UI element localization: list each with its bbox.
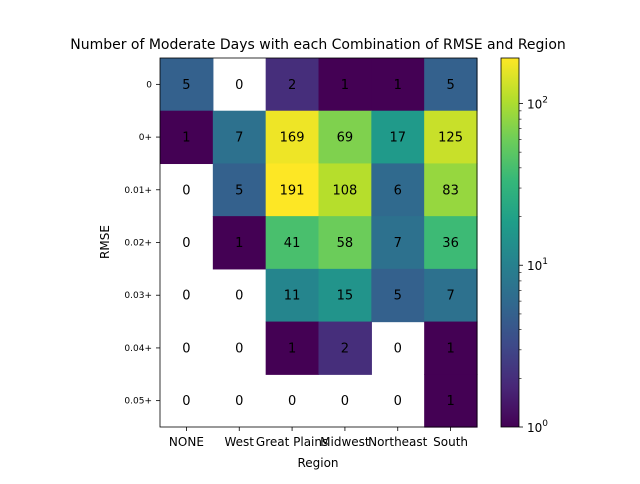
cell-value-label: 0 <box>394 394 402 409</box>
x-tick-label: NONE <box>169 435 204 449</box>
y-tick-label: 0 <box>146 80 152 90</box>
heatmap-cell <box>424 58 478 112</box>
cell-value-label: 7 <box>394 236 402 251</box>
y-tick-label: 0.02+ <box>124 239 152 249</box>
cell-value-label: 1 <box>446 394 454 409</box>
cell-value-label: 1 <box>182 131 190 146</box>
cell-value-label: 83 <box>442 183 459 198</box>
cell-value-label: 2 <box>341 341 349 356</box>
heatmap-cell <box>424 321 478 375</box>
heatmap-cell <box>160 110 214 165</box>
cell-value-label: 2 <box>288 78 296 93</box>
heatmap-cell <box>318 321 372 375</box>
heatmap-cell <box>371 110 425 165</box>
chart-title: Number of Moderate Days with each Combin… <box>70 37 566 53</box>
cell-value-label: 0 <box>182 289 190 304</box>
cell-value-label: 1 <box>235 236 243 251</box>
heatmap-cell <box>265 58 320 112</box>
heatmap-cell <box>424 110 478 165</box>
heatmap-cell <box>318 58 372 112</box>
heatmap-cell <box>371 58 425 112</box>
cell-value-label: 1 <box>446 341 454 356</box>
x-tick-label: South <box>433 435 468 449</box>
cell-value-label: 0 <box>182 236 190 251</box>
colorbar-tick-label: 101 <box>527 257 548 273</box>
colorbar-tick-label: 102 <box>527 95 548 111</box>
y-tick-label: 0.03+ <box>124 291 152 301</box>
heatmap-cell <box>318 268 372 323</box>
y-tick-label: 0+ <box>139 133 152 143</box>
heatmap-cell <box>212 163 267 217</box>
x-tick-label: Great Plains <box>256 435 328 449</box>
cell-value-label: 6 <box>394 183 402 198</box>
heatmap-cell <box>265 216 320 270</box>
cell-value-label: 7 <box>235 131 243 146</box>
heatmap-cell <box>371 163 425 217</box>
cell-value-label: 17 <box>389 131 406 146</box>
x-tick-label: Northeast <box>368 435 428 449</box>
cell-value-label: 1 <box>341 78 349 93</box>
y-tick-label: 0.04+ <box>124 344 152 354</box>
cell-value-label: 15 <box>337 289 354 304</box>
heatmap-cell <box>265 110 320 165</box>
cell-value-label: 191 <box>280 183 305 198</box>
cell-value-label: 5 <box>235 183 243 198</box>
cell-value-label: 0 <box>288 394 296 409</box>
y-axis-ticks: 0 0+ 0.01+ 0.02+ 0.03+ 0.04+ 0.05+ <box>124 80 160 407</box>
cell-value-label: 11 <box>284 289 301 304</box>
y-tick-label: 0.05+ <box>124 397 152 407</box>
cell-value-label: 125 <box>438 131 463 146</box>
x-axis-label: Region <box>297 456 338 470</box>
colorbar-tick-label: 100 <box>527 419 548 435</box>
heatmap-cell <box>160 58 214 112</box>
cell-value-label: 0 <box>394 341 402 356</box>
heatmap-cell <box>212 110 267 165</box>
heatmap-cell <box>424 216 478 270</box>
cell-value-label: 0 <box>235 341 243 356</box>
cell-value-label: 0 <box>182 341 190 356</box>
cell-value-label: 5 <box>182 78 190 93</box>
cell-value-label: 36 <box>442 236 459 251</box>
cell-value-label: 1 <box>288 341 296 356</box>
y-tick-label: 0.01+ <box>124 186 152 196</box>
x-tick-label: Midwest <box>320 435 370 449</box>
cell-value-label: 41 <box>284 236 301 251</box>
cell-value-label: 69 <box>337 131 354 146</box>
heatmap-cell <box>371 216 425 270</box>
cell-value-label: 169 <box>280 131 305 146</box>
x-tick-label: West <box>224 435 254 449</box>
heatmap-cell <box>265 163 320 217</box>
heatmap-cells <box>160 58 478 428</box>
colorbar-ticks: 100 101 102 <box>519 95 548 435</box>
heatmap-cell <box>371 268 425 323</box>
cell-value-label: 0 <box>235 394 243 409</box>
cell-value-label: 58 <box>337 236 354 251</box>
heatmap-cell <box>424 163 478 217</box>
heatmap-cell <box>318 163 372 217</box>
cell-value-label: 0 <box>235 78 243 93</box>
cell-value-label: 108 <box>333 183 358 198</box>
cell-value-label: 7 <box>446 289 454 304</box>
cell-value-label: 1 <box>394 78 402 93</box>
cell-value-label: 0 <box>341 394 349 409</box>
cell-value-label: 0 <box>182 394 190 409</box>
heatmap-cell <box>265 321 320 375</box>
cell-value-label: 0 <box>182 183 190 198</box>
heatmap-cell <box>318 110 372 165</box>
heatmap-cell <box>212 216 267 270</box>
heatmap-cell <box>424 374 478 428</box>
cell-value-label: 0 <box>235 289 243 304</box>
cell-value-label: 5 <box>446 78 454 93</box>
y-axis-label: RMSE <box>98 225 112 259</box>
colorbar <box>500 57 520 428</box>
heatmap-cell <box>318 216 372 270</box>
cell-value-label: 5 <box>394 289 402 304</box>
heatmap-cell <box>265 268 320 323</box>
heatmap-cell <box>424 268 478 323</box>
